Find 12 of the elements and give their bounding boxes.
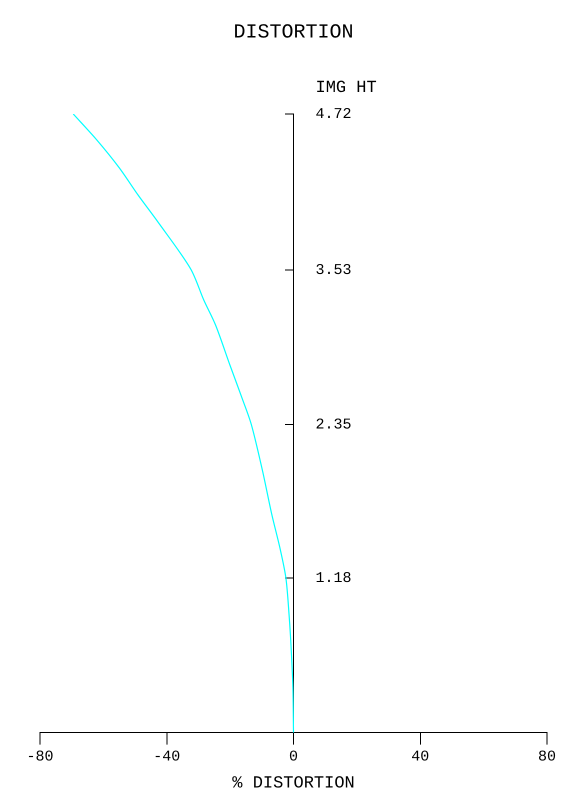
x-tick-label: 0 — [288, 748, 298, 766]
y-tick-label: 1.18 — [316, 570, 352, 587]
x-tick-label: -40 — [153, 748, 180, 766]
x-tick-label: -80 — [26, 748, 54, 766]
x-tick-label: 80 — [538, 748, 556, 766]
chart-title: DISTORTION — [233, 21, 354, 44]
x-axis-title: % DISTORTION — [232, 774, 355, 794]
y-tick-label: 2.35 — [316, 416, 352, 434]
y-tick-label: 4.72 — [316, 106, 352, 123]
x-tick-label: 40 — [411, 748, 430, 766]
y-tick-label: 3.53 — [316, 262, 352, 279]
y-axis-title: IMG HT — [316, 79, 377, 98]
